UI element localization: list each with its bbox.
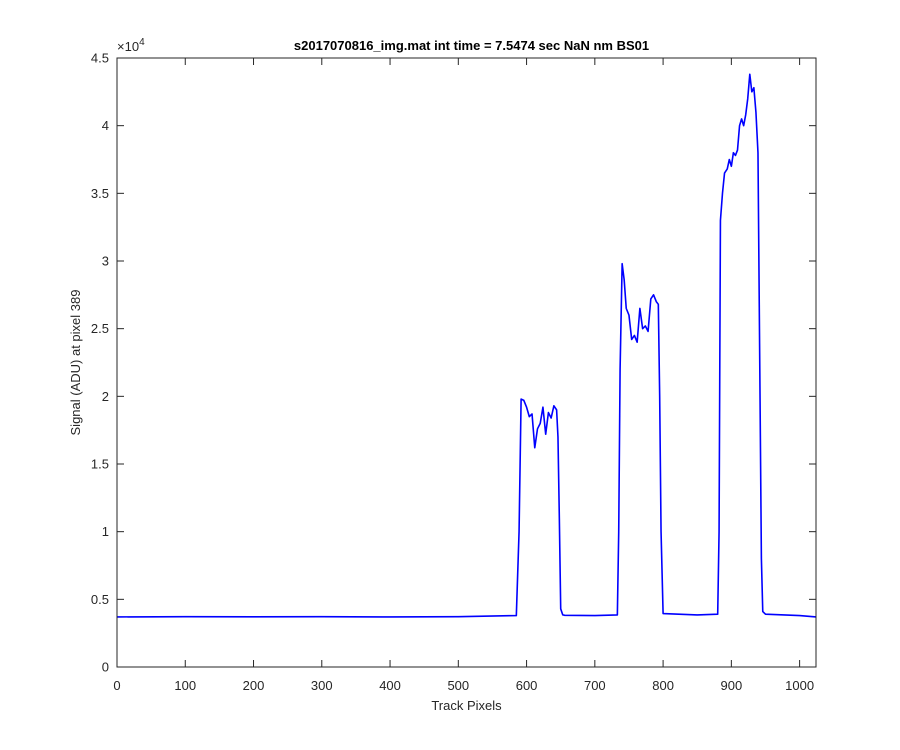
y-tick-label: 0.5 <box>91 592 109 607</box>
y-axis-exponent-power: 4 <box>139 37 145 48</box>
x-tick-label: 300 <box>311 678 333 693</box>
y-tick-label: 1 <box>102 524 109 539</box>
y-tick-label: 3 <box>102 254 109 269</box>
y-tick-label: 3.5 <box>91 186 109 201</box>
y-axis-ticks: 0 0.5 1 1.5 2 2.5 3 3.5 4 4.5 <box>91 51 816 675</box>
y-axis-exponent-base: ×10 <box>117 39 139 54</box>
y-tick-label: 2 <box>102 389 109 404</box>
y-tick-label: 4 <box>102 118 109 133</box>
series-line-0 <box>116 73 817 618</box>
x-tick-label: 800 <box>652 678 674 693</box>
y-tick-label: 0 <box>102 660 109 675</box>
y-axis-label: Signal (ADU) at pixel 389 <box>68 290 83 436</box>
x-tick-label: 1000 <box>785 678 814 693</box>
x-tick-label: 900 <box>721 678 743 693</box>
plot-area <box>117 58 816 667</box>
chart-title: s2017070816_img.mat int time = 7.5474 se… <box>294 38 649 53</box>
x-tick-label: 200 <box>243 678 265 693</box>
axes-frame <box>116 57 817 668</box>
x-tick-label: 400 <box>379 678 401 693</box>
x-tick-label: 0 <box>113 678 120 693</box>
y-axis-exponent: ×104 <box>117 37 145 54</box>
x-tick-label: 500 <box>447 678 469 693</box>
x-tick-label: 100 <box>174 678 196 693</box>
x-axis-label: Track Pixels <box>431 698 502 713</box>
y-tick-label: 4.5 <box>91 51 109 66</box>
series-layer <box>116 73 817 618</box>
y-tick-label: 1.5 <box>91 457 109 472</box>
x-axis-ticks: 0 100 200 300 400 500 600 700 800 900 1000 <box>113 58 814 693</box>
y-tick-label: 2.5 <box>91 321 109 336</box>
x-tick-label: 700 <box>584 678 606 693</box>
x-tick-label: 600 <box>516 678 538 693</box>
